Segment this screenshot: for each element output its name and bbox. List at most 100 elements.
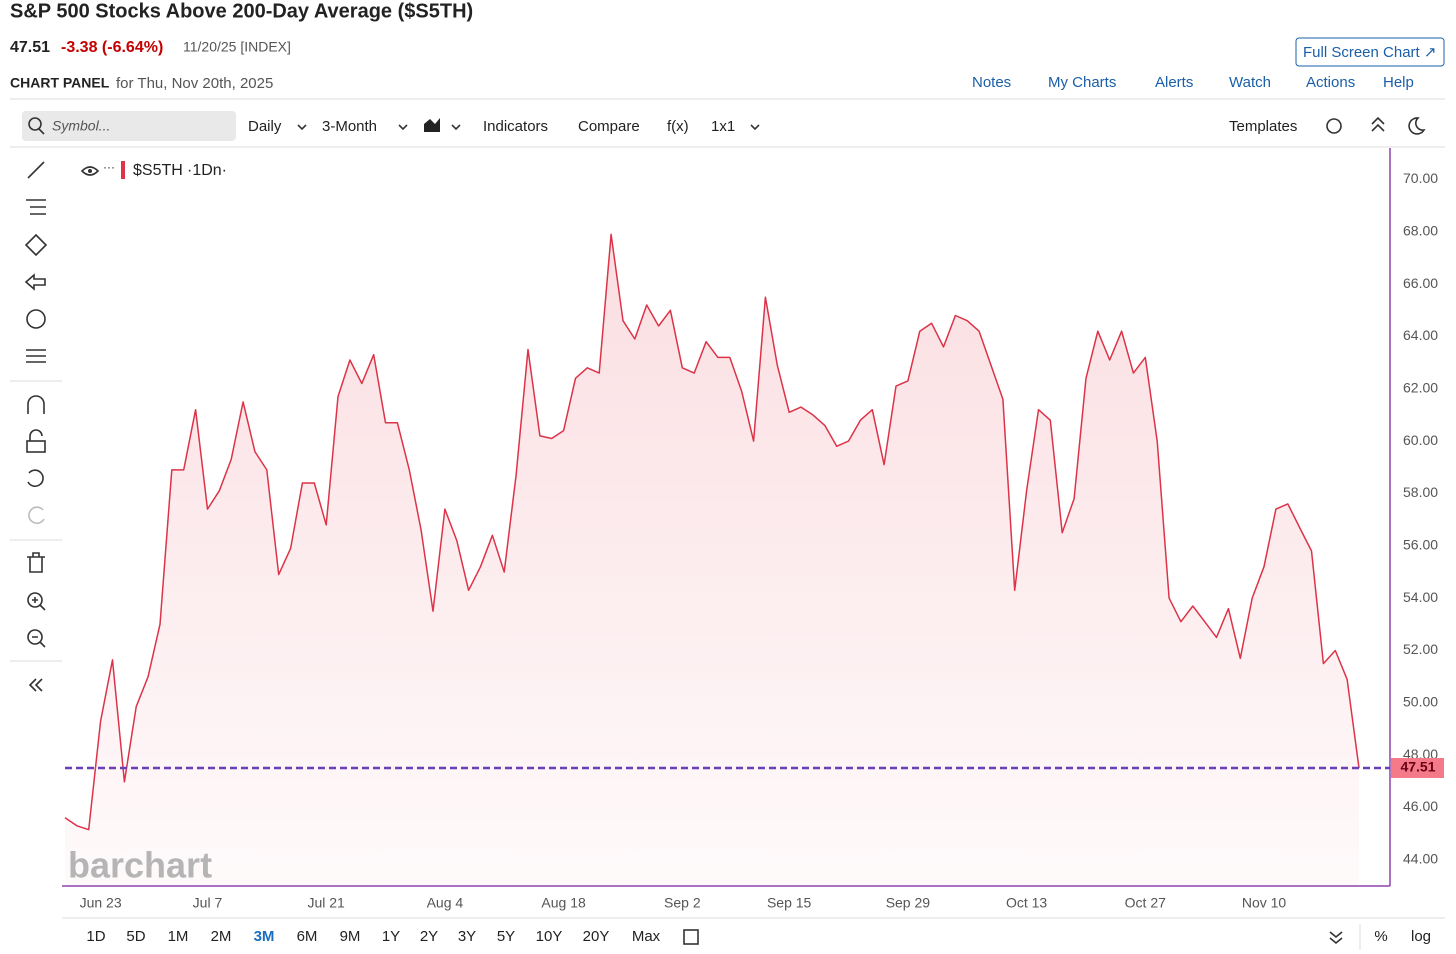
nav-link[interactable]: Alerts xyxy=(1155,74,1193,91)
undo-icon[interactable] xyxy=(27,469,44,488)
y-tick-label: 70.00 xyxy=(1403,170,1438,186)
chart-type-icon[interactable] xyxy=(424,118,440,132)
y-tick-label: 54.00 xyxy=(1403,589,1438,605)
zoom-in-icon[interactable] xyxy=(27,592,43,608)
x-tick-label: Aug 4 xyxy=(427,895,464,911)
settings-icon[interactable] xyxy=(1326,118,1342,134)
lock-icon[interactable] xyxy=(29,429,43,441)
y-tick-label: 58.00 xyxy=(1403,484,1438,500)
tool-icon[interactable] xyxy=(26,309,46,329)
range-button[interactable]: 6M xyxy=(297,928,318,945)
symbol-input[interactable] xyxy=(22,111,236,141)
zoom-in-icon[interactable] xyxy=(32,597,46,611)
search-icon xyxy=(28,117,42,131)
scale-button[interactable]: % xyxy=(1374,928,1387,945)
y-tick-label: 48.00 xyxy=(1403,746,1438,762)
tool-icon[interactable] xyxy=(24,233,48,257)
dropdown-chevron xyxy=(398,124,408,131)
plot xyxy=(64,233,1360,886)
symbol-placeholder[interactable]: Symbol... xyxy=(52,118,110,134)
range-button[interactable]: 5D xyxy=(126,928,145,945)
nav-link[interactable]: Help xyxy=(1383,74,1414,91)
redo-icon[interactable] xyxy=(28,506,45,525)
range-button[interactable]: 3Y xyxy=(458,928,476,945)
calendar-icon[interactable] xyxy=(683,929,699,945)
range-button[interactable]: Max xyxy=(632,928,661,945)
y-tick-label: 62.00 xyxy=(1403,379,1438,395)
full-screen-button[interactable] xyxy=(1295,37,1445,67)
nav-link[interactable]: Watch xyxy=(1229,74,1271,91)
tool-icon[interactable] xyxy=(26,349,46,363)
range-button[interactable]: 20Y xyxy=(583,928,610,945)
zoom-out-icon[interactable] xyxy=(27,629,43,645)
y-tick-label: 60.00 xyxy=(1403,432,1438,448)
area xyxy=(65,234,1359,886)
x-tick-label: Aug 18 xyxy=(541,895,586,911)
legend-swatch xyxy=(121,161,125,179)
last-price: 47.51 xyxy=(10,39,50,56)
lock-icon[interactable] xyxy=(26,440,46,453)
x-tick-label: Sep 2 xyxy=(664,895,701,911)
range-button[interactable]: 1Y xyxy=(382,928,400,945)
theme-icon[interactable] xyxy=(1408,117,1426,135)
zoom-out-icon[interactable] xyxy=(32,636,46,648)
x-tick-label: Jul 21 xyxy=(307,895,345,911)
templates[interactable]: Templates xyxy=(1229,118,1297,135)
eye-icon xyxy=(88,169,92,173)
x-tick-label: Oct 27 xyxy=(1125,895,1166,911)
scale-button[interactable]: log xyxy=(1411,928,1431,945)
toolbar-item[interactable]: 3-Month xyxy=(322,118,377,135)
panel-label: CHART PANEL xyxy=(10,75,110,91)
y-tick-label: 56.00 xyxy=(1403,536,1438,552)
range-button[interactable]: 5Y xyxy=(497,928,515,945)
nav-link[interactable]: Notes xyxy=(972,74,1011,91)
x-tick-label: Sep 29 xyxy=(886,895,931,911)
collapse-icon[interactable] xyxy=(1371,116,1385,132)
y-tick-label: 64.00 xyxy=(1403,327,1438,343)
price-change: -3.38 (-6.64%) xyxy=(61,39,163,56)
range-button[interactable]: 3M xyxy=(254,928,275,945)
last-value-badge xyxy=(1391,757,1444,778)
y-tick-label: 44.00 xyxy=(1403,851,1438,867)
y-tick-label: 46.00 xyxy=(1403,798,1438,814)
toolbar-item[interactable]: Compare xyxy=(578,118,640,135)
nav-link[interactable]: Actions xyxy=(1306,74,1355,91)
toolbar-item[interactable]: f(x) xyxy=(667,118,689,135)
range-button[interactable]: 10Y xyxy=(536,928,563,945)
nav-link[interactable]: My Charts xyxy=(1048,74,1116,91)
legend-interval: ·1Dn· xyxy=(187,162,227,179)
toolbar: Daily 3-Month Indicators Compare f(x) 1x1 xyxy=(248,118,760,135)
tool-icon[interactable] xyxy=(24,273,46,291)
dropdown-chevron xyxy=(297,124,307,131)
tool-icon[interactable] xyxy=(27,161,45,179)
full-screen-label[interactable]: Full Screen Chart ↗ xyxy=(1303,44,1436,61)
dropdown-chevron xyxy=(750,124,760,131)
toolbar-item[interactable]: Daily xyxy=(248,118,282,135)
range-buttons: 1D 5D 1M 2M 3M 6M 9M 1Y 2Y 3Y 5Y 10Y 20Y Max% log xyxy=(86,928,1431,945)
dropdown-chevron xyxy=(451,124,461,131)
range-button[interactable]: 9M xyxy=(340,928,361,945)
expand-icon[interactable] xyxy=(1329,931,1343,945)
x-tick-label: Nov 10 xyxy=(1242,895,1287,911)
x-tick-label: Sep 15 xyxy=(767,895,812,911)
collapse-tools-icon[interactable] xyxy=(28,678,43,692)
y-tick-label: 66.00 xyxy=(1403,275,1438,291)
y-tick-label: 68.00 xyxy=(1403,222,1438,238)
range-button[interactable]: 1M xyxy=(168,928,189,945)
range-button[interactable]: 2Y xyxy=(420,928,438,945)
drawing-tools xyxy=(10,161,62,692)
legend-name: $S5TH xyxy=(133,162,183,179)
magnet-icon[interactable] xyxy=(27,395,45,414)
x-tick-label: Oct 13 xyxy=(1006,895,1047,911)
range-button[interactable]: 1D xyxy=(86,928,105,945)
range-button[interactable]: 2M xyxy=(211,928,232,945)
eye-icon[interactable] xyxy=(80,166,100,176)
quote-date: 11/20/25 [INDEX] xyxy=(183,39,291,55)
tool-icon[interactable] xyxy=(26,199,46,215)
watermark: barchart xyxy=(68,845,212,886)
toolbar-item[interactable]: 1x1 xyxy=(711,118,735,135)
toolbar-item[interactable]: Indicators xyxy=(483,118,548,135)
trash-icon[interactable] xyxy=(27,552,45,573)
legend-menu[interactable]: ··· xyxy=(103,160,115,174)
